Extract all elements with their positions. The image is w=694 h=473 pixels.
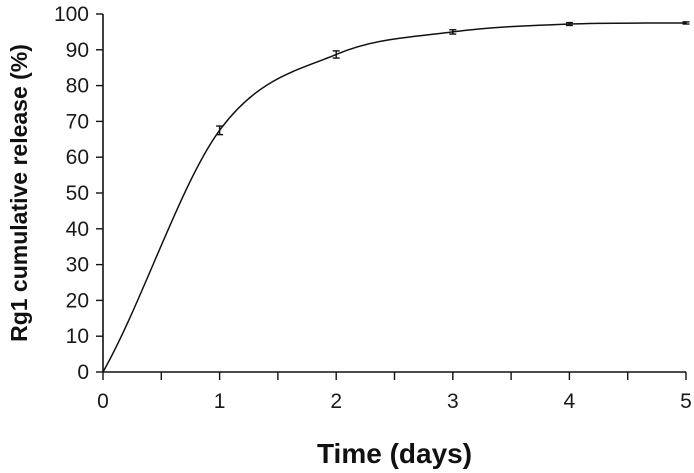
y-tick-label: 100 <box>54 3 89 26</box>
x-tick-label: 0 <box>97 390 109 413</box>
y-tick-label: 10 <box>66 325 89 348</box>
tick-marks <box>96 13 687 380</box>
release-curve <box>102 22 687 373</box>
y-axis-title: Rg1 cumulative release (%) <box>6 44 32 342</box>
error-bar <box>565 21 573 27</box>
y-tick-label: 40 <box>66 218 89 241</box>
x-tick-label: 3 <box>447 390 459 413</box>
error-bar <box>449 29 457 35</box>
y-tick-label: 0 <box>77 361 89 384</box>
error-bar <box>682 21 690 25</box>
x-axis-title: Time (days) <box>317 438 472 469</box>
tick-labels: 0 10 20 30 40 50 60 70 80 90 100 0 1 2 3 4 5 <box>54 3 692 413</box>
error-bars <box>216 21 690 136</box>
y-tick-label: 20 <box>66 289 89 312</box>
x-tick-label: 1 <box>214 390 226 413</box>
y-tick-label: 70 <box>66 110 89 133</box>
x-tick-label: 4 <box>564 390 576 413</box>
x-tick-label: 5 <box>680 390 692 413</box>
error-bar <box>332 50 340 59</box>
x-tick-label: 2 <box>330 390 342 413</box>
error-bar <box>216 125 224 136</box>
y-tick-label: 60 <box>66 146 89 169</box>
y-tick-label: 90 <box>66 39 89 62</box>
y-tick-label: 30 <box>66 254 89 277</box>
y-tick-label: 80 <box>66 75 89 98</box>
y-tick-label: 50 <box>66 182 89 205</box>
